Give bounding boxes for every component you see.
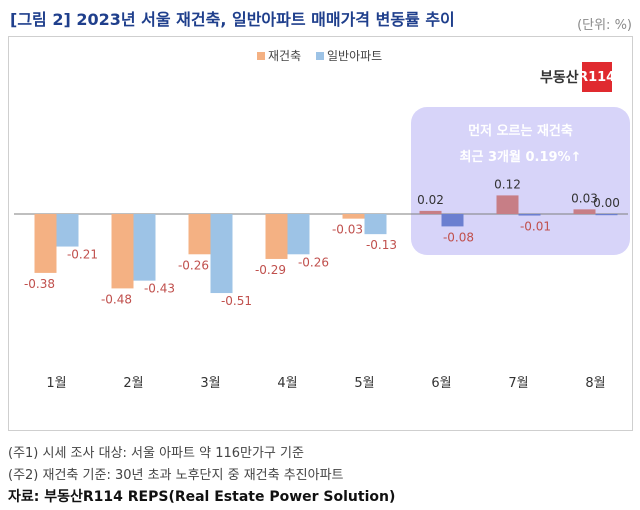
bar-rebuild-4 xyxy=(265,214,288,259)
data-label-rebuild-3: -0.26 xyxy=(178,258,209,272)
tick-label-2: 2월 xyxy=(123,376,143,391)
data-label-general-7: -0.01 xyxy=(520,220,551,234)
bar-general-6 xyxy=(441,214,464,227)
bar-rebuild-8 xyxy=(573,209,596,214)
data-label-rebuild-4: -0.29 xyxy=(255,263,286,277)
bar-rebuild-7 xyxy=(496,195,519,214)
data-label-general-1: -0.21 xyxy=(67,248,98,262)
bar-rebuild-6 xyxy=(419,210,442,214)
tick-label-8: 8월 xyxy=(585,376,605,391)
bar-general-7 xyxy=(518,214,541,216)
bar-general-1 xyxy=(56,214,79,247)
legend-swatch-general xyxy=(316,52,324,60)
bar-rebuild-1 xyxy=(34,214,57,273)
bar-rebuild-3 xyxy=(188,214,211,255)
bar-general-3 xyxy=(210,214,233,294)
data-label-rebuild-2: -0.48 xyxy=(101,292,132,306)
tick-label-5: 5월 xyxy=(354,376,374,391)
callout-line1: 먼저 오르는 재건축 xyxy=(468,123,573,139)
tick-label-1: 1월 xyxy=(46,376,66,391)
callout-line2: 최근 3개월 0.19%↑ xyxy=(460,149,582,165)
note-2: (주2) 재건축 기준: 30년 초과 노후단지 중 재건축 추진아파트 xyxy=(8,468,344,483)
data-label-general-3: -0.51 xyxy=(221,294,252,308)
bar-general-2 xyxy=(133,214,156,281)
legend-label-general: 일반아파트 xyxy=(327,49,382,63)
data-label-rebuild-6: 0.02 xyxy=(417,193,444,207)
source-line: 자료: 부동산R114 REPS(Real Estate Power Solut… xyxy=(8,489,396,505)
data-label-general-5: -0.13 xyxy=(366,238,397,252)
tick-label-4: 4월 xyxy=(277,376,297,391)
data-label-general-6: -0.08 xyxy=(443,230,474,244)
bar-general-5 xyxy=(364,214,387,235)
r114-logo: 부동산 R114 xyxy=(540,62,615,92)
data-label-rebuild-5: -0.03 xyxy=(332,223,363,237)
legend-label-rebuild: 재건축 xyxy=(268,49,301,63)
logo-text: 부동산 xyxy=(540,70,579,86)
data-label-rebuild-1: -0.38 xyxy=(24,277,55,291)
page-title: [그림 2] 2023년 서울 재건축, 일반아파트 매매가격 변동률 추이 xyxy=(10,10,455,29)
legend-swatch-rebuild xyxy=(257,52,265,60)
data-label-rebuild-7: 0.12 xyxy=(494,177,521,191)
data-label-general-4: -0.26 xyxy=(298,255,329,269)
unit-label: (단위: %) xyxy=(577,18,632,33)
bar-rebuild-2 xyxy=(111,214,134,289)
tick-label-7: 7월 xyxy=(508,376,528,391)
logo-mark: R114 xyxy=(578,62,615,92)
note-1: (주1) 시세 조사 대상: 서울 아파트 약 116만가구 기준 xyxy=(8,446,304,461)
bar-general-4 xyxy=(287,214,310,255)
tick-label-6: 6월 xyxy=(431,376,451,391)
bar-general-8 xyxy=(595,214,618,216)
tick-label-3: 3월 xyxy=(200,376,220,391)
data-label-rebuild-8: 0.03 xyxy=(571,191,598,205)
bar-rebuild-5 xyxy=(342,214,365,219)
data-label-general-2: -0.43 xyxy=(144,282,175,296)
chart-frame xyxy=(8,36,633,431)
callout-box xyxy=(411,107,630,255)
data-label-general-8: 0.00 xyxy=(593,196,620,210)
